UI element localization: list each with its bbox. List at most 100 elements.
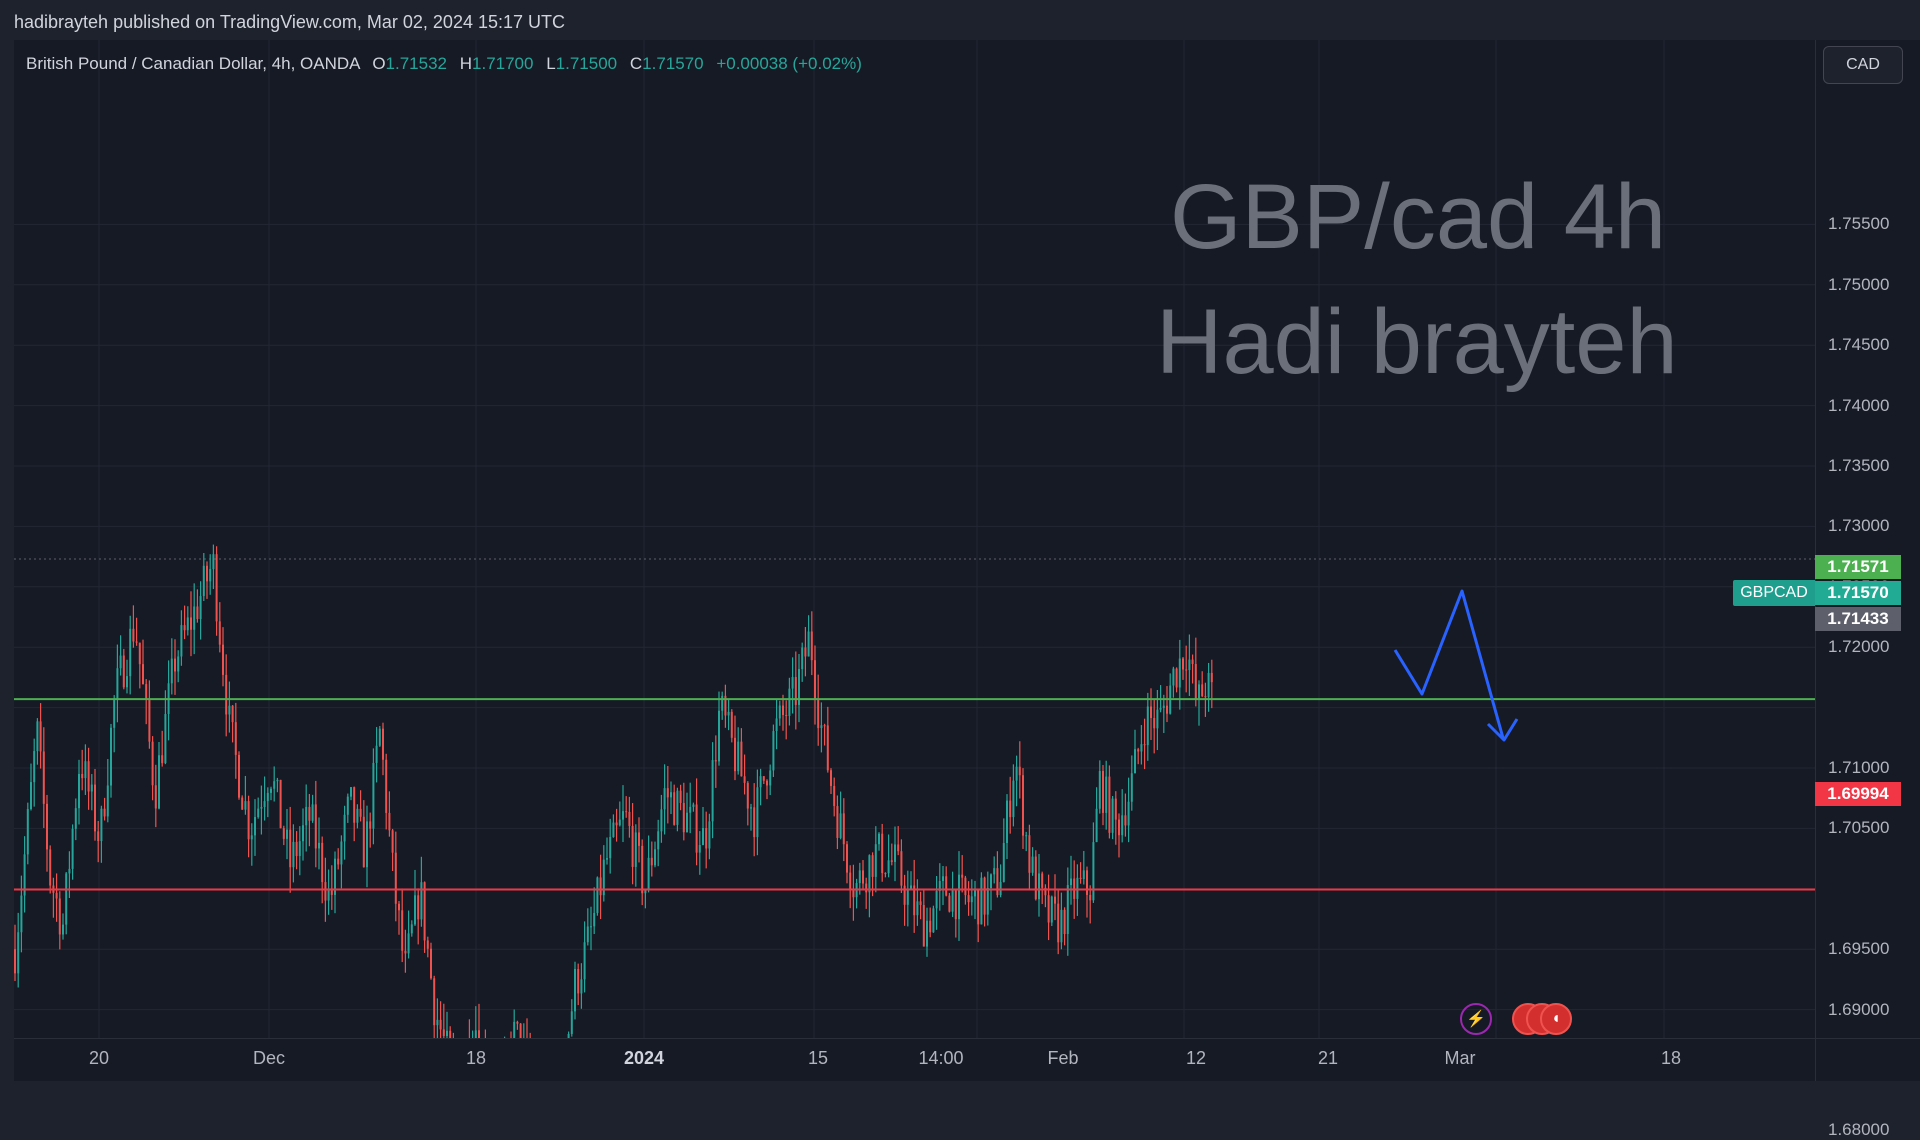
candle-body xyxy=(718,710,720,762)
candle-body xyxy=(1086,870,1088,895)
candle-body xyxy=(519,1023,522,1038)
candle-body xyxy=(1159,708,1162,710)
candle-body xyxy=(247,801,250,840)
candle-body xyxy=(372,762,375,829)
candle-body xyxy=(142,664,144,685)
candle-body xyxy=(954,889,957,920)
candle-body xyxy=(852,890,855,898)
candle-body xyxy=(897,844,900,852)
candle-body xyxy=(890,860,893,862)
open-value: 1.71532 xyxy=(385,54,447,73)
candle-body xyxy=(366,821,368,868)
time-tick-label: Feb xyxy=(1047,1048,1079,1068)
candle-body xyxy=(791,677,794,689)
candle-body xyxy=(1111,798,1114,833)
candlestick-chart[interactable] xyxy=(14,40,1815,1038)
candle-body xyxy=(689,806,692,813)
candle-body xyxy=(782,705,784,716)
time-axis[interactable] xyxy=(14,1038,1815,1081)
candle-body xyxy=(449,1030,452,1038)
candle-body xyxy=(359,808,362,817)
candle-body xyxy=(580,979,583,994)
candle-body xyxy=(14,949,16,974)
symbol-legend: British Pound / Canadian Dollar, 4h, OAN… xyxy=(26,54,862,74)
candle-body xyxy=(977,889,980,925)
candle-body xyxy=(81,773,84,779)
candle-body xyxy=(135,641,138,643)
candle-body xyxy=(1185,669,1188,671)
candle-body xyxy=(84,761,87,779)
candle-body xyxy=(1198,684,1200,700)
candle-body xyxy=(23,854,26,896)
candle-body xyxy=(90,784,93,792)
candle-body xyxy=(174,658,176,672)
candle-body xyxy=(305,806,308,826)
candle-body xyxy=(190,617,192,630)
candle-body xyxy=(663,788,666,810)
candle-body xyxy=(1060,909,1063,943)
candle-body xyxy=(151,741,154,786)
candle-body xyxy=(330,888,333,895)
candle-body xyxy=(634,832,637,867)
candle-body xyxy=(426,940,429,949)
candle-body xyxy=(903,885,906,905)
candle-body xyxy=(734,737,736,772)
candle-body xyxy=(231,705,234,723)
candle-body xyxy=(100,808,103,842)
candle-body xyxy=(1076,877,1079,899)
candle-body xyxy=(218,621,221,645)
candle-body xyxy=(1150,706,1152,718)
price-axis[interactable]: CAD xyxy=(1815,40,1920,1038)
candle-body xyxy=(103,808,106,817)
candle-body xyxy=(1153,717,1156,729)
candle-body xyxy=(126,676,128,688)
candle-body xyxy=(410,924,413,934)
candle-body xyxy=(631,825,634,867)
candle-body xyxy=(206,565,208,582)
flash-icon[interactable]: ⚡ xyxy=(1460,1003,1492,1035)
candle-body xyxy=(254,817,256,836)
candle-body xyxy=(695,804,698,853)
candle-body xyxy=(433,978,436,1026)
price-tick-label: 1.75500 xyxy=(1828,214,1890,234)
candle-body xyxy=(878,833,880,845)
candle-body xyxy=(292,841,295,868)
candle-body xyxy=(311,804,314,821)
price-tick-label: 1.72000 xyxy=(1828,637,1890,657)
candle-body xyxy=(574,968,576,1012)
time-tick-label: 15 xyxy=(807,1048,829,1068)
candle-body xyxy=(788,688,791,716)
time-tick-label: 12 xyxy=(1185,1048,1207,1068)
price-tick-label: 1.69500 xyxy=(1828,939,1890,959)
candle-body xyxy=(1025,835,1028,837)
candle-body xyxy=(353,787,356,823)
candle-body xyxy=(766,780,768,786)
candle-body xyxy=(308,806,311,821)
candle-body xyxy=(599,877,602,896)
currency-button[interactable]: CAD xyxy=(1823,46,1903,84)
candle-body xyxy=(1047,895,1050,923)
low-label: L xyxy=(546,54,556,73)
candle-body xyxy=(935,890,938,909)
candle-body xyxy=(391,830,394,853)
candle-body xyxy=(225,674,228,715)
candle-body xyxy=(817,699,820,729)
candle-body xyxy=(289,829,292,868)
candle-body xyxy=(1012,780,1015,818)
candle-body xyxy=(1044,887,1047,896)
candle-body xyxy=(702,828,704,845)
candle-body xyxy=(750,807,752,809)
candle-body xyxy=(644,890,647,894)
candle-body xyxy=(801,647,804,670)
candle-body xyxy=(807,631,810,657)
canada-flag-icon[interactable]: ◖ xyxy=(1540,1003,1572,1035)
candle-body xyxy=(314,804,317,849)
candle-body xyxy=(401,910,404,951)
candle-body xyxy=(846,844,848,873)
candle-body xyxy=(414,895,416,925)
candle-body xyxy=(654,849,656,866)
candle-body xyxy=(110,727,112,786)
candle-body xyxy=(356,808,359,823)
candle-body xyxy=(974,889,976,897)
price-label-prev: 1.71433 xyxy=(1815,607,1901,631)
